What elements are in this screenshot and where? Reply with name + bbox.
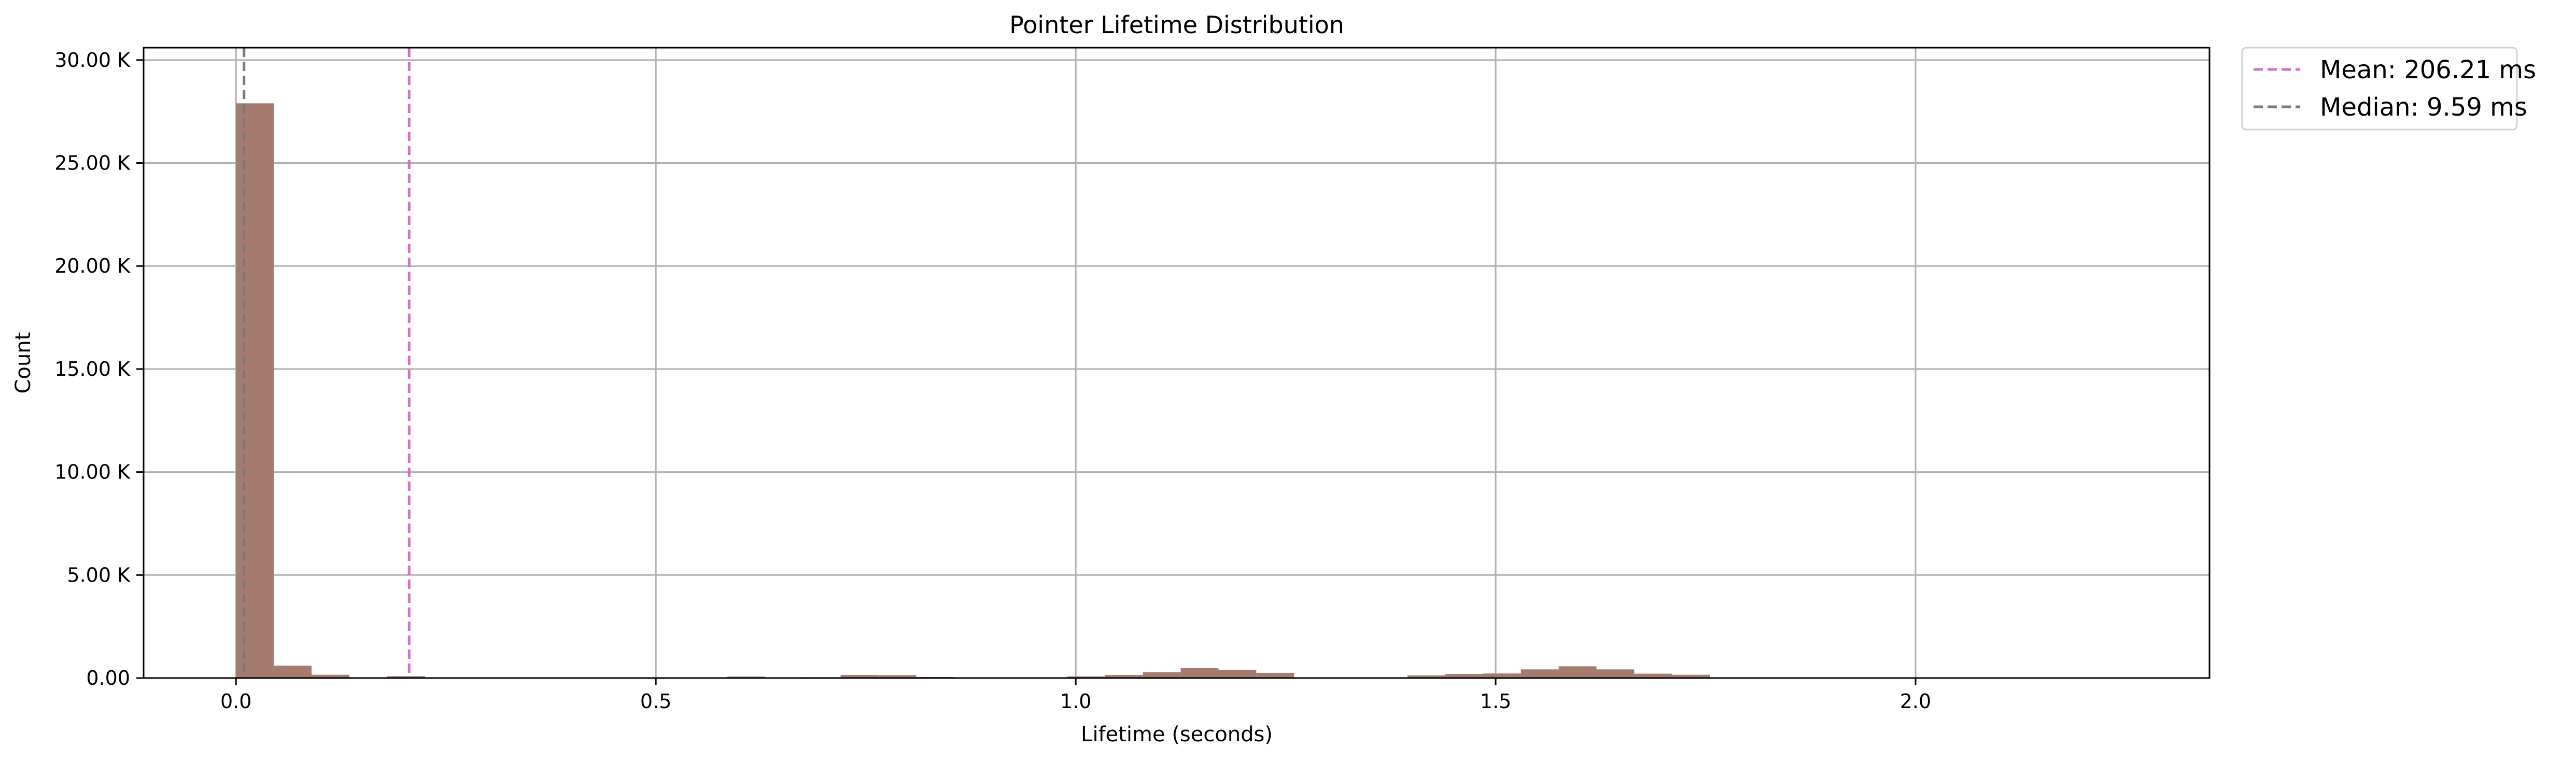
legend-box bbox=[2241, 47, 2518, 131]
y-tick-label: 25.00 K bbox=[54, 152, 131, 175]
legend-entry: Median: 9.59 ms bbox=[2320, 93, 2527, 122]
histogram-bar bbox=[1445, 674, 1483, 678]
histogram-bar bbox=[1672, 674, 1710, 678]
y-axis-label: Count bbox=[11, 332, 35, 394]
y-tick-label: 20.00 K bbox=[54, 255, 131, 277]
y-tick-label: 5.00 K bbox=[67, 563, 131, 586]
histogram-bar bbox=[1596, 669, 1635, 678]
histogram-bars bbox=[236, 103, 2037, 679]
histogram-bar bbox=[1218, 670, 1257, 678]
x-tick-label: 1.5 bbox=[1480, 690, 1511, 713]
plot-frame bbox=[143, 47, 2211, 679]
histogram-bar bbox=[1256, 673, 1294, 678]
histogram-bar bbox=[1483, 673, 1521, 678]
histogram-bar bbox=[1558, 666, 1597, 678]
x-tick-label: 0.0 bbox=[220, 690, 251, 713]
histogram-bar bbox=[311, 674, 349, 678]
histogram-bar bbox=[387, 676, 425, 678]
histogram-bar bbox=[274, 666, 312, 678]
x-tick-label: 0.5 bbox=[640, 690, 671, 713]
y-tick-label: 0.00 bbox=[86, 667, 130, 689]
histogram-bar bbox=[1143, 672, 1181, 678]
histogram-bar bbox=[236, 103, 274, 679]
histogram-bar bbox=[1180, 668, 1219, 678]
grid-lines bbox=[144, 48, 2209, 679]
histogram-bar bbox=[1407, 675, 1445, 678]
axis-ticks: 0.0 0.5 1.0 1.5 2.0 0.00 5.00 K 10.00 K 15.00 K 2… bbox=[54, 49, 1931, 713]
histogram-bar bbox=[1105, 675, 1143, 678]
chart-title: Pointer Lifetime Distribution bbox=[1009, 11, 1344, 39]
y-tick-label: 15.00 K bbox=[54, 358, 131, 380]
x-axis-label: Lifetime (seconds) bbox=[1081, 723, 1273, 746]
reference-lines bbox=[243, 48, 411, 678]
legend-entry: Mean: 206.21 ms bbox=[2320, 55, 2536, 84]
histogram-bar bbox=[1521, 669, 1559, 678]
y-tick-label: 30.00 K bbox=[54, 49, 131, 72]
histogram-bar bbox=[840, 675, 879, 678]
y-tick-label: 10.00 K bbox=[54, 461, 131, 484]
histogram-bar bbox=[878, 675, 917, 678]
x-tick-label: 2.0 bbox=[1900, 690, 1931, 713]
histogram-bar bbox=[1634, 673, 1672, 678]
x-tick-label: 1.0 bbox=[1060, 690, 1091, 713]
legend: Mean: 206.21 ms Median: 9.59 ms bbox=[2241, 47, 2536, 131]
histogram-bar bbox=[1067, 676, 1105, 678]
